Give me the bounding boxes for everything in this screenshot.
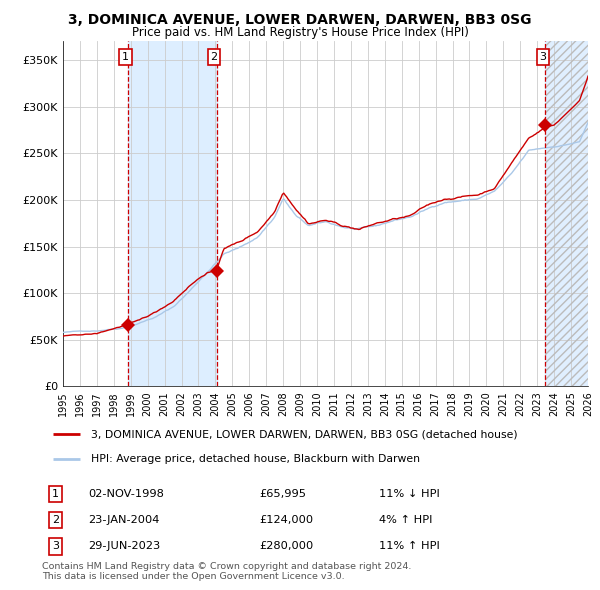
Text: Price paid vs. HM Land Registry's House Price Index (HPI): Price paid vs. HM Land Registry's House … [131,26,469,39]
Text: 29-JUN-2023: 29-JUN-2023 [88,542,160,552]
Text: 23-JAN-2004: 23-JAN-2004 [88,515,160,525]
Text: £280,000: £280,000 [259,542,313,552]
Text: 11% ↑ HPI: 11% ↑ HPI [379,542,440,552]
Bar [545,41,588,386]
Text: 1: 1 [52,489,59,499]
Text: 3: 3 [52,542,59,552]
Text: £124,000: £124,000 [259,515,313,525]
Text: Contains HM Land Registry data © Crown copyright and database right 2024.
This d: Contains HM Land Registry data © Crown c… [42,562,412,581]
Bar [128,41,217,386]
Text: 3, DOMINICA AVENUE, LOWER DARWEN, DARWEN, BB3 0SG: 3, DOMINICA AVENUE, LOWER DARWEN, DARWEN… [68,13,532,27]
Text: 1: 1 [122,52,129,62]
Text: £65,995: £65,995 [259,489,306,499]
Text: 2: 2 [52,515,59,525]
Text: HPI: Average price, detached house, Blackburn with Darwen: HPI: Average price, detached house, Blac… [91,454,420,464]
Text: 11% ↓ HPI: 11% ↓ HPI [379,489,440,499]
Text: 2: 2 [211,52,218,62]
Text: 3, DOMINICA AVENUE, LOWER DARWEN, DARWEN, BB3 0SG (detached house): 3, DOMINICA AVENUE, LOWER DARWEN, DARWEN… [91,429,517,439]
Text: 4% ↑ HPI: 4% ↑ HPI [379,515,432,525]
Text: 02-NOV-1998: 02-NOV-1998 [88,489,164,499]
Text: 3: 3 [539,52,547,62]
Bar [545,41,588,386]
